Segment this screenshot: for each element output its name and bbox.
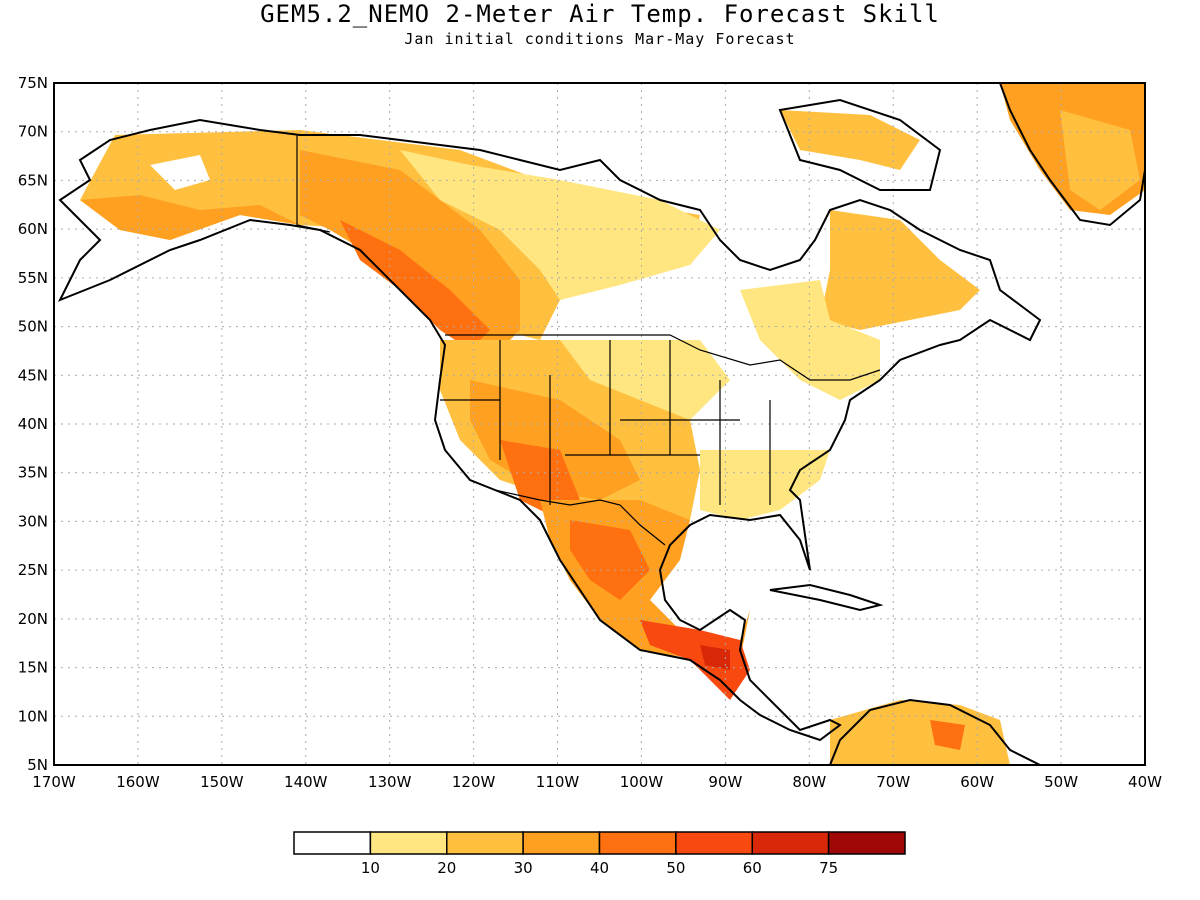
skill-region-greenland-light	[1060, 110, 1140, 210]
skill-region-yukon-light	[400, 150, 720, 300]
colorbar-swatch	[446, 831, 524, 855]
lon-label: 150W	[200, 773, 244, 791]
lat-label: 45N	[18, 366, 48, 384]
skill-region-central-america	[640, 620, 750, 700]
lat-label: 55N	[18, 269, 48, 287]
lon-label: 90W	[708, 773, 742, 791]
skill-region-southeast	[700, 450, 830, 520]
colorbar-swatch	[675, 831, 753, 855]
longitude-labels: 170W 160W 150W 140W 130W 120W 110W 100W 90W 80W 70…	[32, 773, 1162, 791]
colorbar-swatch	[522, 831, 601, 855]
borders	[296, 135, 881, 546]
colorbar-swatch	[369, 831, 448, 855]
lat-label: 75N	[18, 74, 48, 92]
lat-label: 50N	[18, 318, 48, 336]
lat-label: 25N	[18, 561, 48, 579]
border-us-states	[440, 340, 771, 505]
lon-label: 130W	[368, 773, 412, 791]
colorbar-swatch	[751, 831, 830, 855]
lat-lon-grid	[54, 83, 1145, 765]
colorbar-label: 30	[514, 859, 533, 877]
lon-label: 80W	[792, 773, 826, 791]
lon-label: 40W	[1128, 773, 1162, 791]
lat-label: 40N	[18, 415, 48, 433]
colorbar-label: 75	[819, 859, 838, 877]
coastline-north-america	[57, 118, 1042, 742]
border-alaska-canada	[296, 135, 331, 233]
skill-region-south-america-high	[930, 720, 965, 750]
skill-region-baffin	[780, 110, 920, 170]
lon-label: 60W	[960, 773, 994, 791]
coastline-south-america	[829, 698, 1041, 765]
latitude-labels: 75N 70N 65N 60N 55N 50N 45N 40N 35N 30N 25N 20N 15N 1…	[18, 74, 48, 774]
colorbar-label: 50	[666, 859, 685, 877]
colorbar-label: 20	[437, 859, 456, 877]
lon-label: 170W	[32, 773, 76, 791]
lon-label: 110W	[536, 773, 580, 791]
lon-label: 120W	[452, 773, 496, 791]
colorbar-swatch	[598, 831, 677, 855]
lon-label: 160W	[116, 773, 160, 791]
coastline-baffin	[778, 98, 942, 191]
skill-region-south-america	[830, 700, 1010, 765]
coastline-greenland	[999, 83, 1145, 227]
coastlines	[57, 83, 1145, 765]
lat-label: 20N	[18, 610, 48, 628]
skill-region-alaska-dark	[80, 195, 300, 240]
border-us-mexico	[494, 489, 666, 546]
colorbar-label: 60	[743, 859, 762, 877]
skill-region-quebec-light	[740, 280, 880, 400]
coastline-cuba	[769, 583, 884, 612]
colorbar-label: 10	[361, 859, 380, 877]
lon-label: 100W	[620, 773, 664, 791]
border-us-canada	[445, 334, 881, 381]
skill-region-midwest-light	[560, 340, 730, 420]
skill-region-bc-high	[340, 220, 490, 350]
lat-label: 65N	[18, 171, 48, 189]
skill-region-quebec	[820, 210, 980, 330]
lat-label: 30N	[18, 512, 48, 530]
skill-region-mexico-high	[570, 520, 650, 600]
colorbar-swatch	[827, 831, 906, 855]
map-title: GEM5.2_NEMO 2-Meter Air Temp. Forecast S…	[260, 0, 940, 28]
colorbar-swatch	[293, 831, 372, 855]
colorbar: 10 20 30 40 50 60 75	[293, 831, 906, 877]
skill-region-alaska-white	[150, 155, 210, 190]
lat-label: 60N	[18, 220, 48, 238]
map-subtitle: Jan initial conditions Mar-May Forecast	[404, 30, 796, 48]
skill-shading	[80, 83, 1145, 765]
lat-label: 5N	[27, 756, 48, 774]
lat-label: 10N	[18, 707, 48, 725]
lat-label: 70N	[18, 123, 48, 141]
colorbar-label: 40	[590, 859, 609, 877]
lon-label: 50W	[1044, 773, 1078, 791]
lat-label: 15N	[18, 659, 48, 677]
map-frame	[53, 82, 1146, 766]
lon-label: 140W	[284, 773, 328, 791]
lon-label: 70W	[876, 773, 910, 791]
lat-label: 35N	[18, 464, 48, 482]
skill-region-central-america-dark	[700, 645, 730, 670]
